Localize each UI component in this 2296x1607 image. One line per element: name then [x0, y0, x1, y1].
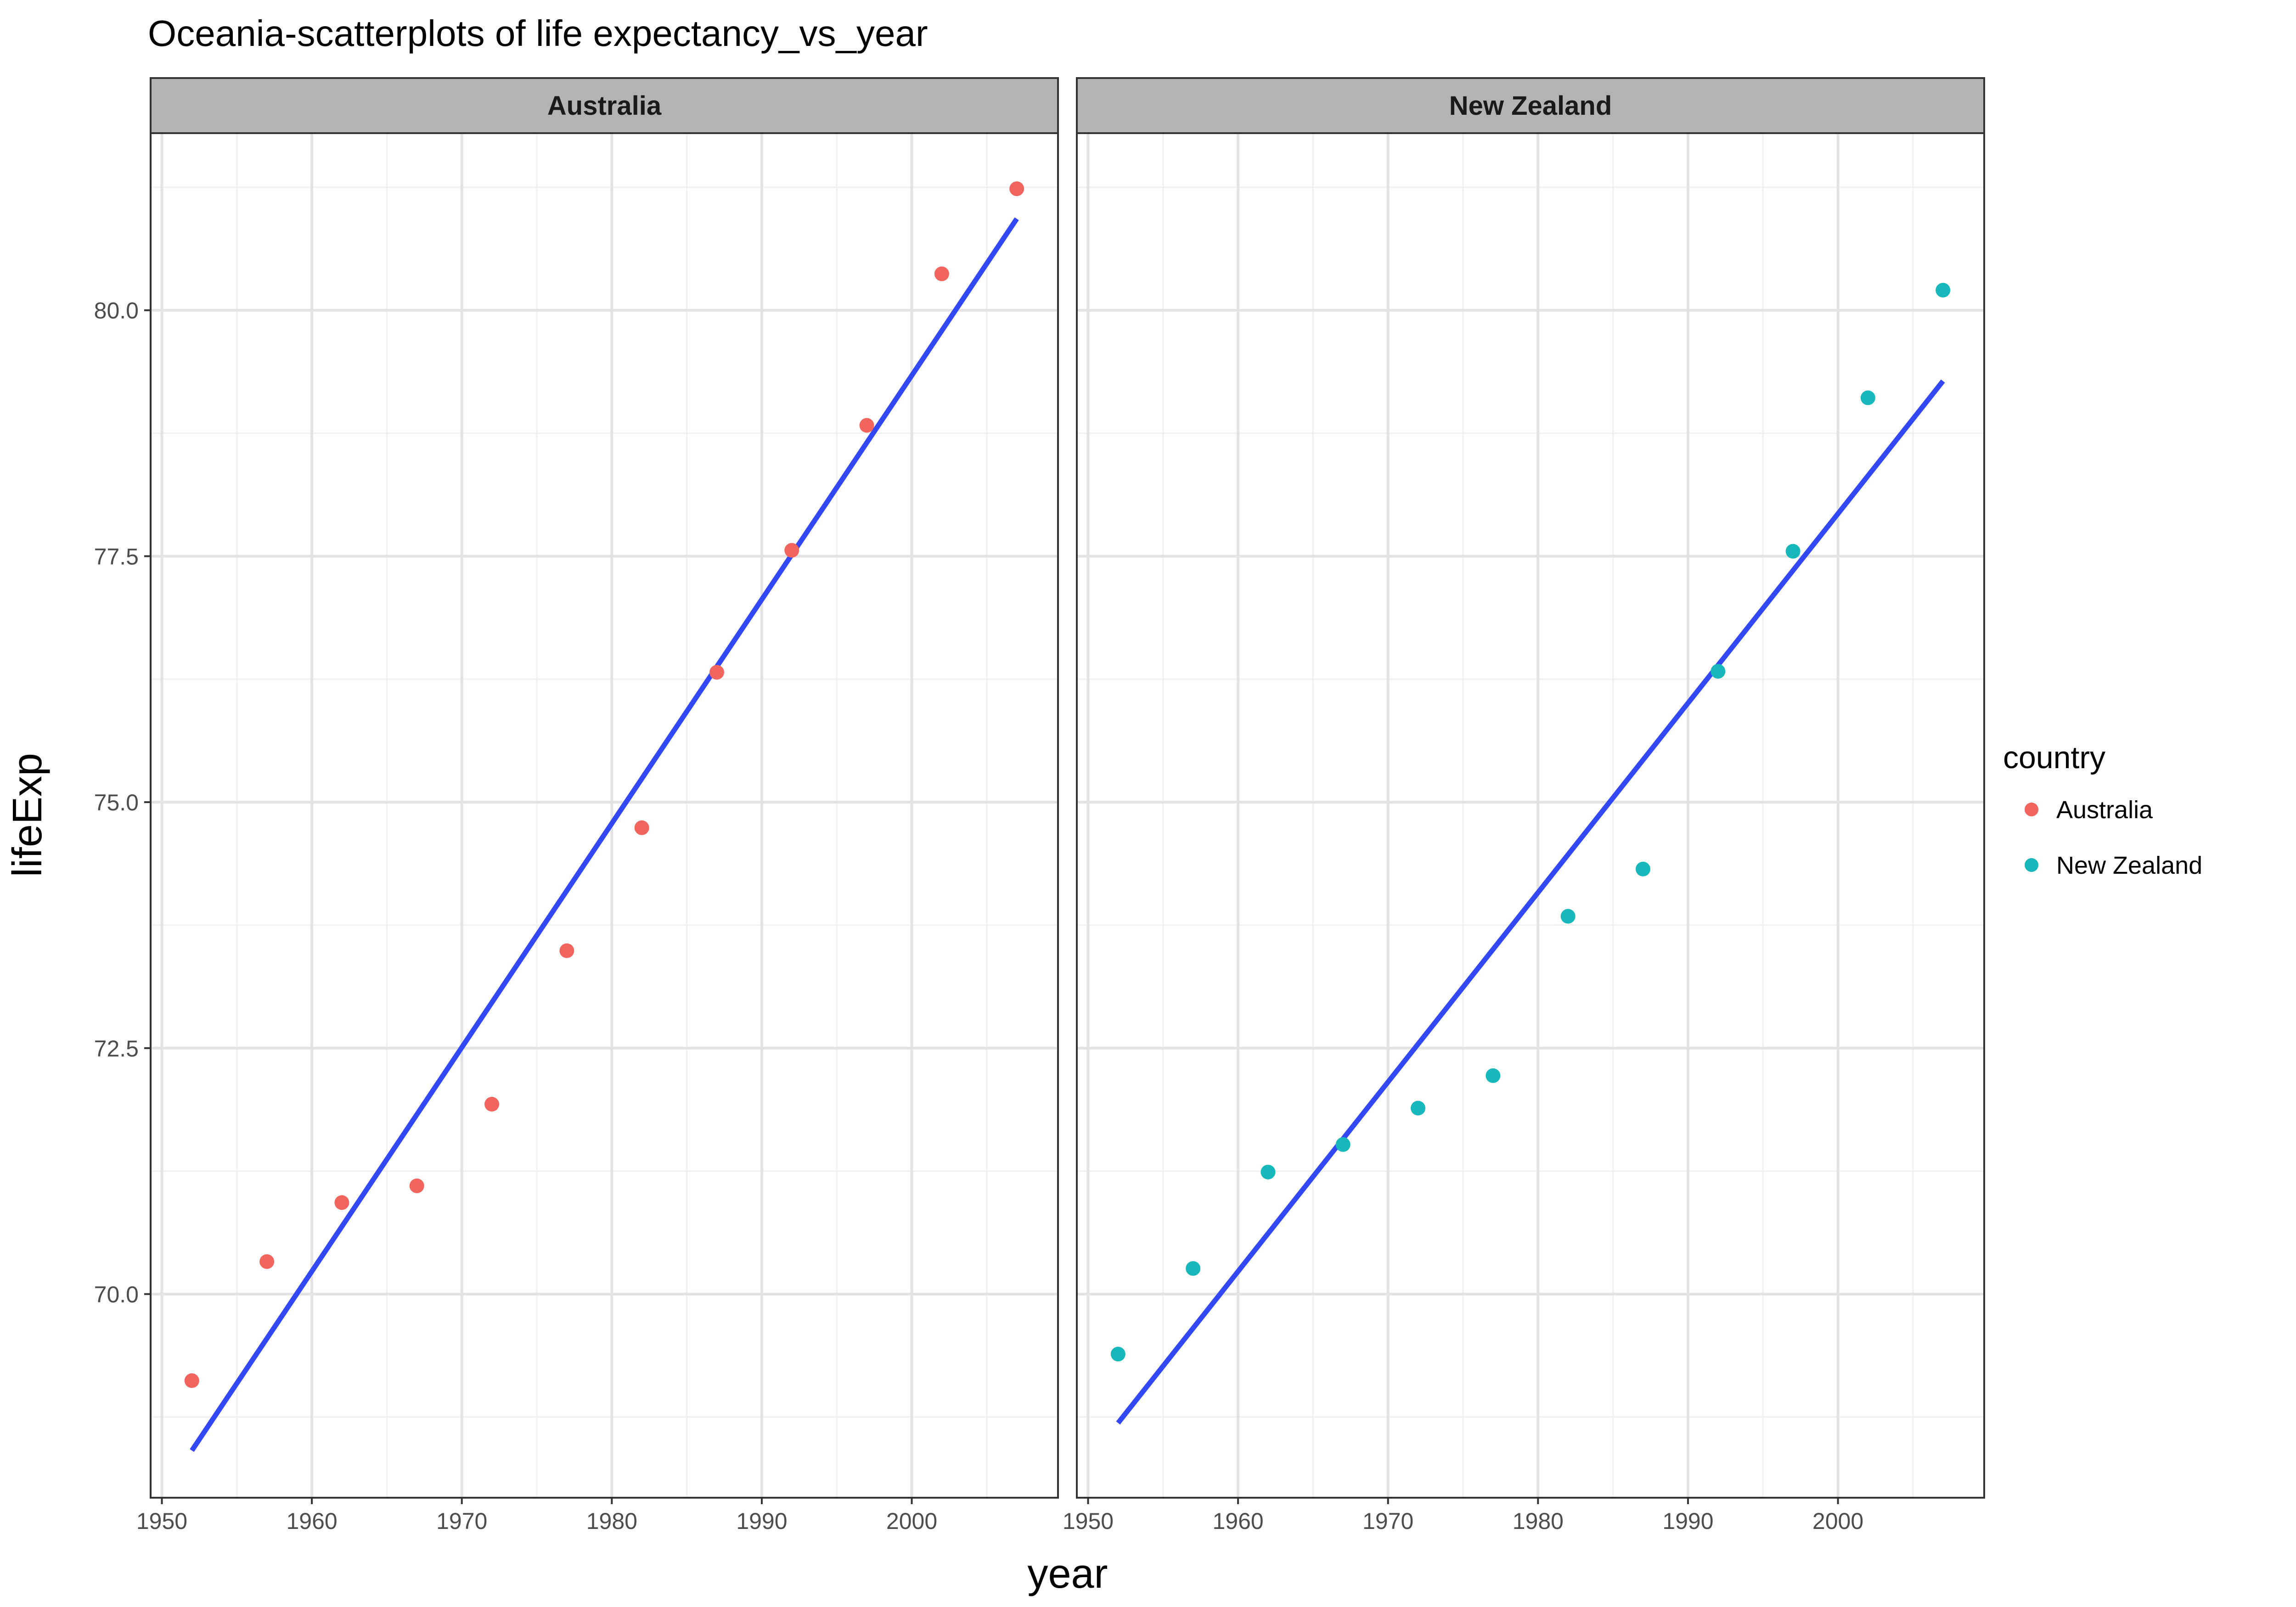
data-point-australia [784, 543, 799, 558]
x-tick-label: 2000 [886, 1508, 937, 1534]
x-tick-label: 1970 [436, 1508, 487, 1534]
data-point-new-zealand [1486, 1068, 1501, 1083]
y-tick-label: 77.5 [94, 544, 139, 569]
y-tick-label: 80.0 [94, 298, 139, 324]
y-axis-title: lifeExp [5, 753, 51, 877]
x-axis-title: year [1027, 1551, 1108, 1597]
x-tick-label: 1980 [1513, 1508, 1564, 1534]
data-point-new-zealand [1186, 1261, 1201, 1276]
legend-label-australia: Australia [2056, 796, 2153, 824]
data-point-new-zealand [1785, 544, 1801, 559]
data-point-australia [709, 665, 724, 680]
strip-australia [150, 77, 1059, 134]
data-point-new-zealand [1261, 1164, 1276, 1180]
data-point-australia [559, 943, 574, 958]
x-tick-label: 1990 [1662, 1508, 1713, 1534]
facet-panel-australia: Australia 1950 1960 1970 1980 1990 2000 70.0 72.… [94, 77, 1059, 1534]
data-point-australia [634, 820, 649, 835]
legend-key-new-zealand [2025, 858, 2038, 872]
legend-key-australia [2025, 803, 2038, 816]
x-tick-label: 2000 [1812, 1508, 1863, 1534]
data-point-australia [409, 1178, 424, 1193]
panel-border-new-zealand [1076, 132, 1985, 1499]
facet-panel-new-zealand: New Zealand 1950 1960 1970 1980 1990 2000 [1063, 77, 1985, 1534]
trend-line-new-zealand [1116, 379, 1945, 1425]
legend: country Australia New Zealand [2003, 740, 2202, 879]
legend-title: country [2003, 740, 2105, 775]
strip-new-zealand [1076, 77, 1985, 134]
x-tick-label: 1960 [1212, 1508, 1263, 1534]
strip-label-new-zealand: New Zealand [1449, 91, 1612, 121]
trend-line-australia [190, 217, 1019, 1452]
data-point-australia [859, 418, 874, 433]
data-point-australia [484, 1096, 500, 1112]
data-point-new-zealand [1936, 282, 1951, 298]
panel-border-australia [150, 132, 1059, 1499]
x-tick-label: 1990 [736, 1508, 787, 1534]
strip-label-australia: Australia [547, 91, 662, 121]
data-point-new-zealand [1711, 664, 1726, 679]
y-tick-label: 72.5 [94, 1036, 139, 1062]
data-point-new-zealand [1411, 1101, 1426, 1116]
data-point-australia [1009, 181, 1024, 197]
data-point-new-zealand [1860, 390, 1875, 405]
data-point-new-zealand [1560, 909, 1576, 924]
y-tick-label: 75.0 [94, 790, 139, 815]
legend-label-new-zealand: New Zealand [2056, 852, 2202, 879]
x-tick-label: 1950 [1063, 1508, 1114, 1534]
x-tick-label: 1970 [1362, 1508, 1413, 1534]
panel-background-new-zealand [1077, 133, 1984, 1498]
data-point-australia [934, 266, 949, 281]
data-point-new-zealand [1110, 1347, 1125, 1362]
facet-panels: Australia 1950 1960 1970 1980 1990 2000 70.0 72.… [94, 77, 1985, 1534]
data-point-australia [259, 1254, 275, 1269]
x-tick-label: 1980 [586, 1508, 637, 1534]
panel-background-australia [151, 133, 1058, 1498]
x-tick-label: 1950 [136, 1508, 187, 1534]
y-tick-label: 70.0 [94, 1281, 139, 1307]
data-point-new-zealand [1635, 861, 1650, 877]
data-point-australia [334, 1195, 349, 1210]
data-point-new-zealand [1335, 1137, 1351, 1152]
x-tick-label: 1960 [286, 1508, 337, 1534]
data-point-australia [184, 1373, 199, 1388]
chart-title: Oceania-scatterplots of life expectancy_… [148, 13, 928, 54]
